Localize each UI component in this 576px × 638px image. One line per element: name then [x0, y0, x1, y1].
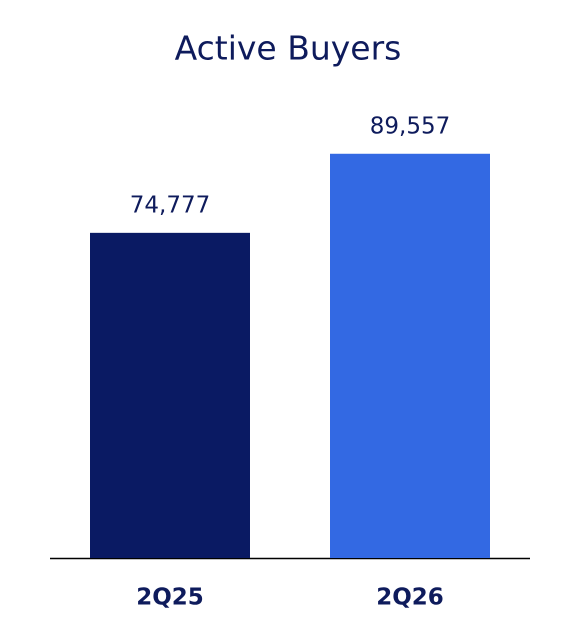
value-label: 74,777: [130, 192, 210, 218]
bar: [90, 232, 250, 558]
x-tick-label: 2Q25: [136, 585, 204, 611]
value-label: 89,557: [370, 113, 450, 139]
bar: [330, 153, 490, 558]
x-tick-label: 2Q26: [376, 585, 444, 611]
chart-title: Active Buyers: [175, 29, 402, 68]
